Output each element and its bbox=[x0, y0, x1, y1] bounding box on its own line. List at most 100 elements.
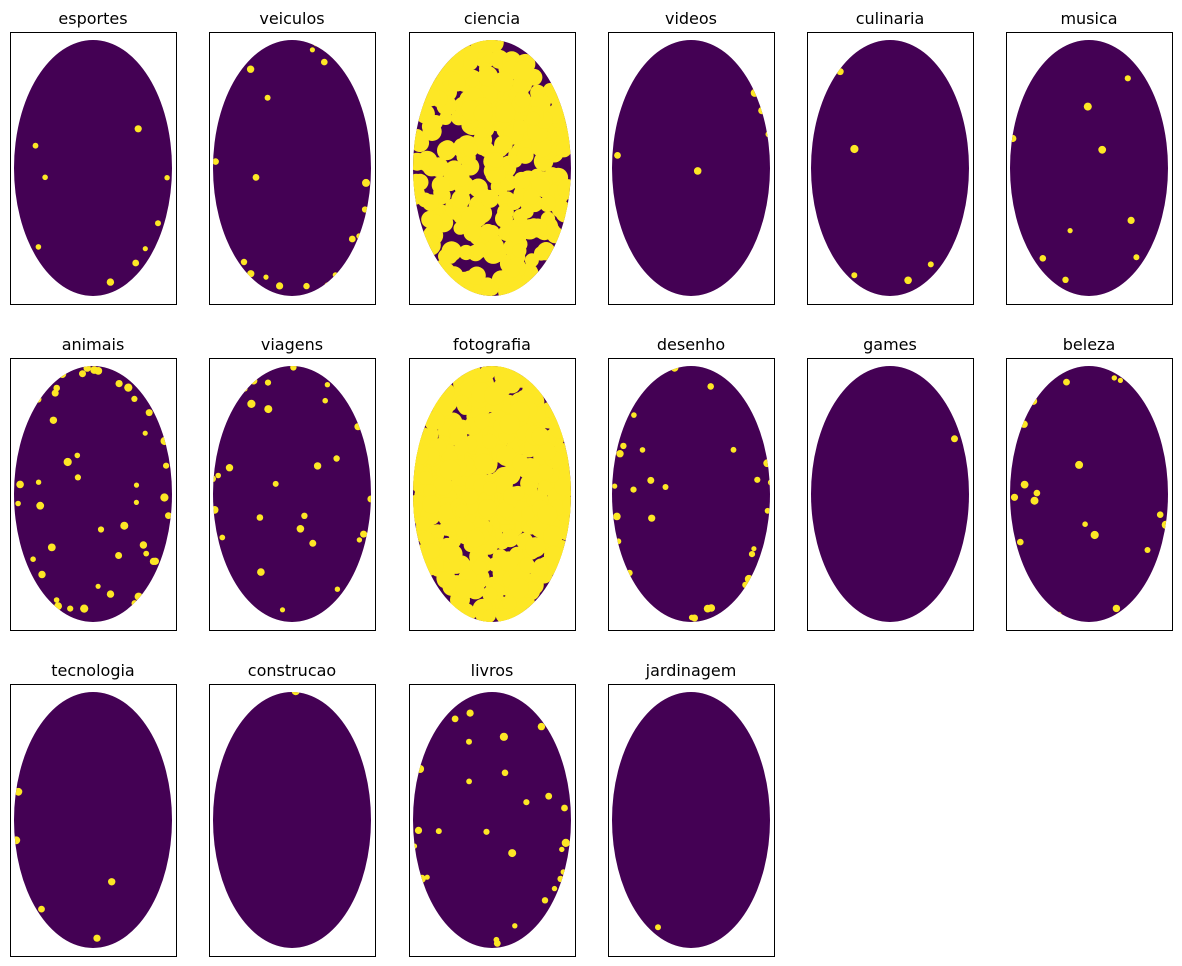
highlight-point bbox=[15, 500, 21, 507]
highlight-point bbox=[424, 543, 440, 559]
highlight-point bbox=[480, 189, 499, 208]
panel-title: culinaria bbox=[856, 9, 925, 28]
highlight-point bbox=[1133, 254, 1140, 261]
axes-frame bbox=[409, 32, 576, 305]
highlight-point bbox=[494, 135, 513, 154]
highlight-point bbox=[124, 383, 133, 392]
highlight-point bbox=[437, 140, 457, 161]
highlight-point bbox=[513, 119, 528, 135]
scatter-points-value-0 bbox=[811, 366, 969, 622]
highlight-point bbox=[131, 395, 138, 402]
highlight-point bbox=[450, 428, 468, 446]
highlight-point bbox=[508, 578, 529, 599]
panel-fotografia: fotografia bbox=[409, 335, 576, 631]
highlight-point bbox=[730, 446, 737, 453]
highlight-point bbox=[529, 219, 548, 238]
highlight-point bbox=[1030, 496, 1039, 505]
scatter-points-value-1 bbox=[291, 692, 300, 696]
panel-musica: musica bbox=[1006, 9, 1173, 305]
highlight-point bbox=[425, 427, 439, 441]
highlight-point bbox=[35, 244, 42, 250]
highlight-point bbox=[97, 526, 105, 533]
highlight-point bbox=[612, 483, 618, 489]
highlight-point bbox=[512, 243, 526, 258]
highlight-point bbox=[451, 189, 471, 209]
highlight-point bbox=[90, 366, 99, 374]
highlight-point bbox=[561, 804, 568, 812]
highlight-point bbox=[164, 175, 170, 181]
highlight-point bbox=[531, 427, 550, 446]
highlight-point bbox=[422, 495, 441, 514]
highlight-point bbox=[545, 792, 553, 800]
highlight-point bbox=[556, 128, 570, 142]
highlight-point bbox=[477, 66, 498, 87]
axes-frame bbox=[608, 32, 775, 305]
highlight-point bbox=[501, 769, 509, 777]
highlight-point bbox=[36, 501, 45, 510]
highlight-point bbox=[291, 692, 300, 696]
highlight-point bbox=[38, 570, 46, 579]
axes-frame bbox=[1006, 32, 1173, 305]
panel-title: videos bbox=[665, 9, 717, 28]
highlight-point bbox=[133, 482, 140, 488]
highlight-point bbox=[165, 512, 172, 519]
highlight-point bbox=[461, 488, 478, 505]
axes-frame bbox=[608, 684, 775, 957]
highlight-point bbox=[425, 214, 443, 232]
highlight-point bbox=[613, 512, 621, 521]
highlight-point bbox=[151, 557, 159, 565]
highlight-point bbox=[489, 238, 504, 253]
highlight-point bbox=[333, 455, 340, 462]
highlight-point bbox=[455, 579, 476, 600]
axes-frame bbox=[209, 358, 376, 631]
axes-frame bbox=[409, 358, 576, 631]
scatter-points-value-1 bbox=[951, 435, 958, 443]
highlight-point bbox=[927, 261, 934, 268]
highlight-point bbox=[707, 383, 714, 390]
highlight-point bbox=[356, 537, 363, 543]
highlight-point bbox=[526, 111, 541, 126]
highlight-point bbox=[424, 874, 430, 880]
panel-ciencia: ciencia bbox=[409, 9, 576, 305]
highlight-point bbox=[647, 476, 655, 484]
panel-title: desenho bbox=[657, 335, 725, 354]
highlight-point bbox=[514, 91, 532, 108]
highlight-point bbox=[303, 282, 310, 290]
highlight-point bbox=[142, 246, 148, 252]
highlight-point bbox=[108, 878, 116, 886]
highlight-point bbox=[851, 272, 858, 279]
highlight-point bbox=[484, 385, 505, 406]
highlight-point bbox=[508, 849, 517, 858]
highlight-point bbox=[557, 179, 571, 200]
highlight-point bbox=[63, 457, 72, 467]
scatter-points-value-1 bbox=[655, 924, 661, 931]
highlight-point bbox=[454, 440, 469, 456]
highlight-point bbox=[252, 174, 260, 181]
highlight-point bbox=[519, 204, 534, 219]
panel-grid: esportes veiculos ciencia videos culinaria mu… bbox=[10, 9, 1173, 957]
highlight-point bbox=[413, 501, 424, 517]
highlight-point bbox=[1144, 547, 1151, 553]
highlight-point bbox=[427, 411, 445, 430]
highlight-point bbox=[213, 475, 216, 483]
highlight-point bbox=[32, 142, 39, 149]
scatter-points-value-0 bbox=[1010, 366, 1168, 622]
highlight-point bbox=[512, 923, 518, 929]
highlight-point bbox=[502, 596, 517, 612]
highlight-point bbox=[513, 78, 528, 94]
axes-frame bbox=[209, 684, 376, 957]
axes-frame bbox=[10, 684, 177, 957]
highlight-point bbox=[1067, 228, 1073, 234]
highlight-point bbox=[279, 607, 286, 613]
highlight-point bbox=[703, 604, 712, 613]
highlight-point bbox=[850, 144, 859, 154]
highlight-point bbox=[1010, 493, 1019, 501]
highlight-point bbox=[414, 826, 423, 835]
panel-title: livros bbox=[471, 661, 514, 680]
highlight-point bbox=[474, 453, 494, 473]
highlight-point bbox=[522, 481, 537, 495]
scatter-points-value-1 bbox=[413, 366, 571, 622]
highlight-point bbox=[1117, 377, 1123, 383]
highlight-point bbox=[616, 450, 624, 458]
highlight-point bbox=[748, 551, 756, 558]
